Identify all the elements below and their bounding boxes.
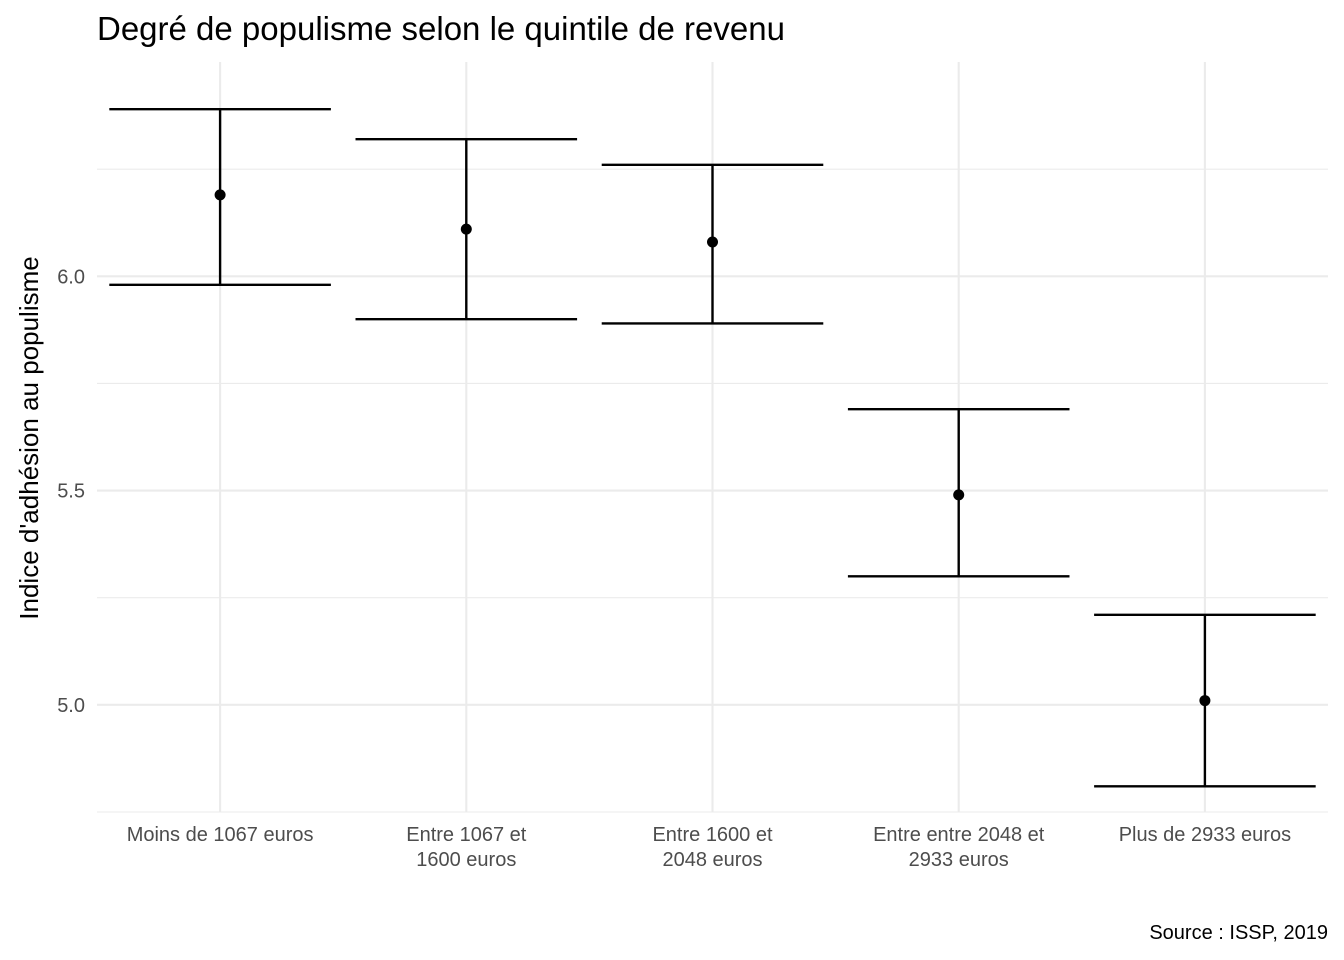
y-tick-label: 5.0 [57, 695, 85, 717]
y-axis-ticks: 5.0 5.5 6.0 [57, 266, 85, 717]
y-tick-label: 5.5 [57, 481, 85, 503]
error-bar-group [1094, 613, 1316, 788]
mean-point [214, 189, 226, 201]
error-bar-group [109, 107, 331, 287]
mean-point [1199, 695, 1211, 707]
error-bars [109, 107, 1316, 788]
x-tick-label: Entre entre 2048 et 2933 euros [873, 824, 1045, 871]
error-bar-group [355, 137, 578, 321]
x-tick-label: Entre 1600 et 2048 euros [652, 824, 773, 871]
x-tick-label: Entre 1067 et 1600 euros [406, 824, 527, 871]
x-axis-ticks: Moins de 1067 euros Entre 1067 et 1600 eur… [127, 824, 1291, 871]
x-tick-label: Plus de 2933 euros [1119, 824, 1291, 846]
mean-point [953, 489, 965, 501]
grid [97, 62, 1328, 813]
mean-point [707, 236, 718, 248]
y-tick-label: 6.0 [57, 266, 85, 288]
x-tick-label: Moins de 1067 euros [127, 824, 314, 846]
error-bar-group [601, 163, 824, 325]
mean-point [460, 223, 472, 235]
source-caption: Source : ISSP, 2019 [1149, 922, 1328, 944]
error-bar-group [847, 407, 1070, 578]
y-axis-label: Indice d'adhésion au populisme [14, 256, 44, 619]
chart-title: Degré de populisme selon le quintile de … [97, 10, 785, 47]
